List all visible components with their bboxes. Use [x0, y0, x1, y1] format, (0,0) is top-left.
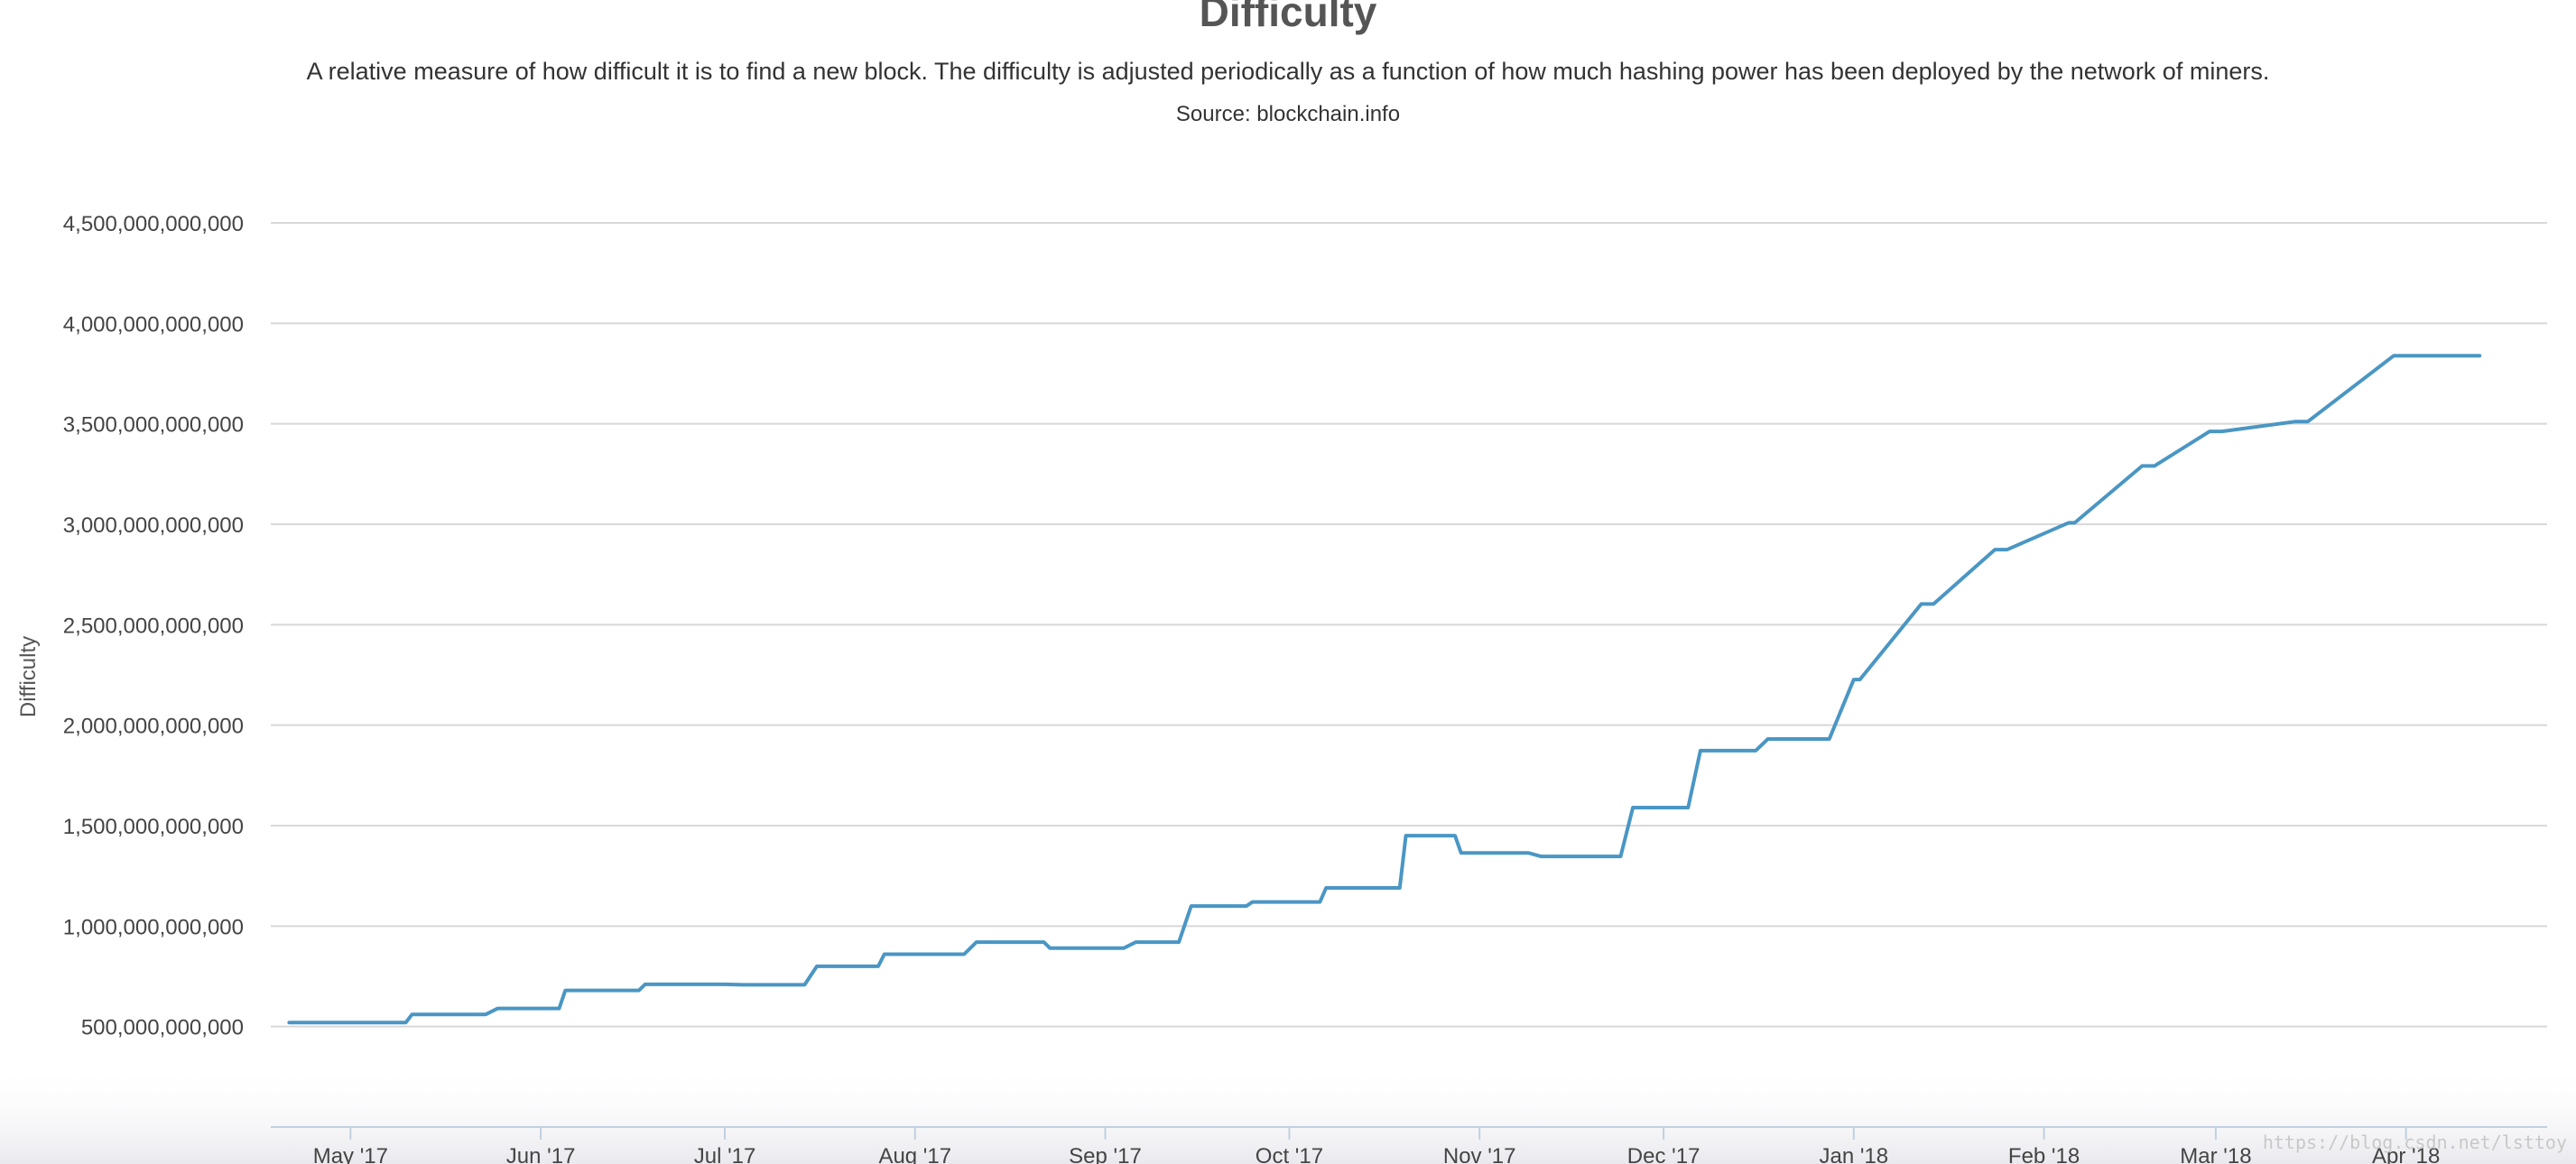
y-tick-label: 3,000,000,000,000 [63, 513, 244, 538]
x-tick-label: Mar '18 [2180, 1144, 2251, 1164]
y-tick-label: 500,000,000,000 [81, 1016, 244, 1040]
x-tick-label: Nov '17 [1443, 1144, 1516, 1164]
y-tick-label: 2,500,000,000,000 [63, 614, 244, 638]
x-tick-label: Sep '17 [1069, 1144, 1142, 1164]
x-tick-label: Jul '17 [694, 1144, 756, 1164]
chart-source: Source: blockchain.info [1175, 102, 1401, 126]
grid-lines [271, 222, 2547, 1028]
series-line [287, 354, 2482, 1025]
y-tick-label: 1,500,000,000,000 [63, 815, 244, 839]
chart-subtitle: A relative measure of how difficult it i… [306, 58, 2270, 85]
y-tick-label: 2,000,000,000,000 [63, 715, 244, 739]
x-axis: May '17 Jun '17 Jul '17 Aug '17 Sep '17 Oct '… [271, 1126, 2547, 1164]
y-tick-label: 1,000,000,000,000 [63, 915, 244, 939]
watermark-text: https://blog.csdn.net/lsttoy [2262, 1132, 2567, 1153]
chart-title: Difficulty [1199, 0, 1377, 35]
y-tick-label: 4,500,000,000,000 [63, 212, 244, 236]
x-tick-label: Aug '17 [878, 1144, 951, 1164]
x-tick-label: Jan '18 [1820, 1144, 1889, 1164]
y-axis-ticks: 500,000,000,000 1,000,000,000,000 1,500,00… [63, 212, 244, 1040]
y-tick-label: 3,500,000,000,000 [63, 413, 244, 438]
x-tick-label: Feb '18 [2008, 1144, 2080, 1164]
plot-bottom-shade [0, 1065, 2576, 1164]
x-tick-label: Dec '17 [1627, 1144, 1700, 1164]
x-tick-label: Apr '18 [2372, 1144, 2440, 1164]
x-tick-label: May '17 [313, 1144, 388, 1164]
x-tick-label: Oct '17 [1256, 1144, 1323, 1164]
series-group [287, 354, 2482, 1025]
x-tick-label: Jun '17 [506, 1144, 576, 1164]
y-tick-label: 4,000,000,000,000 [63, 312, 244, 337]
